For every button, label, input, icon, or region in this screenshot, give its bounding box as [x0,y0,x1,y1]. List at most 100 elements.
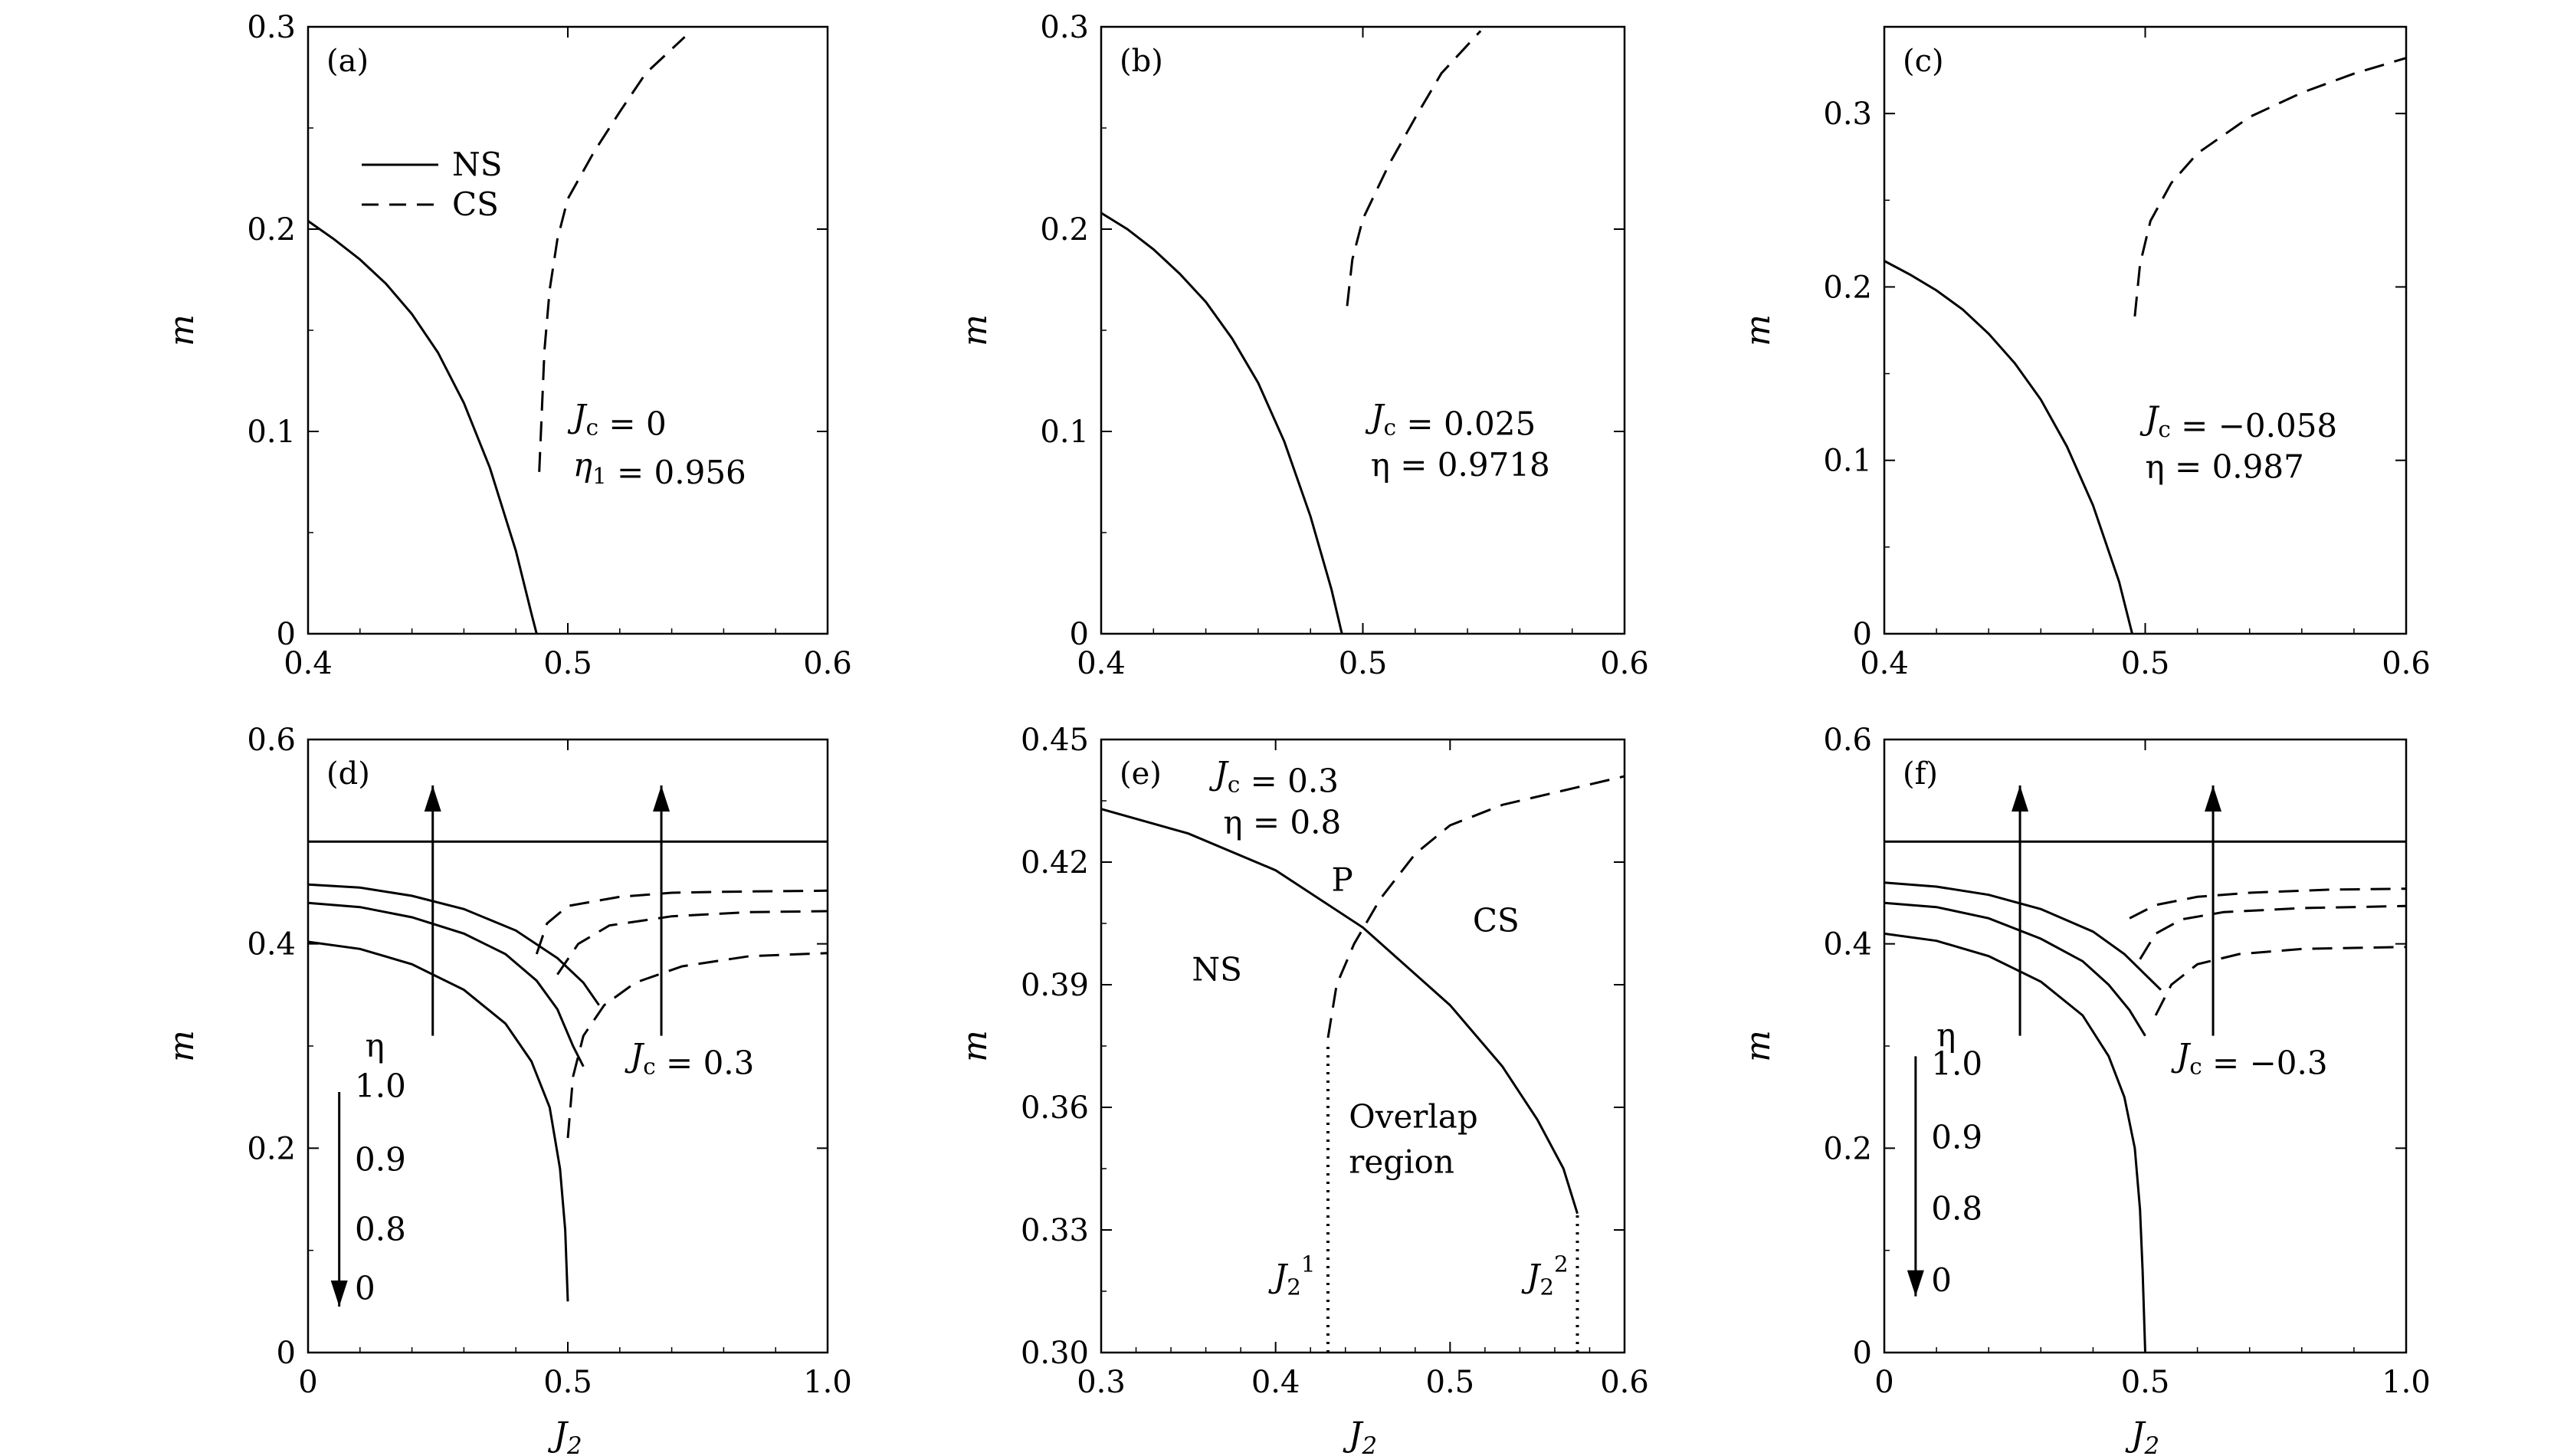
y-axis-label: m [956,1030,995,1062]
annotation: 1.0 [1931,1044,1982,1082]
series-line-dashed [535,889,828,955]
series-line-dashed [2154,946,2406,1016]
annotation: 1.0 [355,1067,406,1105]
series-line-solid [1884,901,2146,1037]
x-tick-label: 0.5 [1426,1365,1475,1400]
annotation: 0.9 [355,1141,406,1179]
annotation: CS [1473,902,1520,940]
x-tick-label: 0.6 [803,646,852,681]
annotation: 0.9 [1931,1118,1982,1156]
x-tick-label: 0.3 [1077,1365,1126,1400]
y-tick-label: 0.4 [1823,927,1872,962]
y-tick-label: 0.30 [1021,1336,1089,1371]
annotation: η = 0.8 [1223,804,1341,841]
y-tick-label: 0.1 [1823,444,1872,479]
series-line-dashed [566,952,828,1139]
arrow-2-head [330,1281,348,1307]
x-tick-label: 0.5 [2121,646,2170,681]
y-tick-label: 0.2 [1040,212,1089,248]
series-line-solid [1884,881,2162,991]
y-axis-label: m [162,1030,202,1062]
y-tick-label: 0.33 [1021,1213,1089,1248]
annotation: NS [1192,951,1242,989]
panel-label: (a) [326,44,369,79]
series-group [308,36,686,634]
y-tick-label: 0.2 [247,1131,296,1166]
legend-label: CS [452,185,499,223]
legend-label: NS [452,146,503,183]
y-tick-label: 0 [1853,617,1872,652]
y-tick-label: 0.1 [1040,415,1089,450]
y-tick-label: 0.3 [1040,10,1089,45]
y-tick-label: 0.45 [1021,723,1089,758]
y-tick-label: 0.3 [247,10,296,45]
x-axis-label: J2 [547,1415,582,1456]
y-tick-label: 0.6 [1823,723,1872,758]
series-group [1884,840,2406,1353]
annotation: Jc = 0.3 [1208,755,1339,800]
panel-label: (b) [1120,44,1163,79]
series-group [308,840,828,1302]
series-line-dashed [538,36,686,472]
arrow-0-head [424,785,441,812]
series-line-solid [1101,808,1579,1215]
series-line-solid [1884,932,2146,1353]
y-axis-label: m [162,314,202,346]
annotation: 0 [355,1270,375,1307]
series-line-dashed [2139,904,2406,960]
annotation: η1 = 0.956 [573,446,746,491]
series-line-solid [308,220,538,634]
panel-label: (f) [1903,756,1938,792]
panel-label: (d) [326,756,370,792]
y-tick-label: 0.42 [1021,845,1089,880]
x-tick-label: 0.6 [1600,646,1649,681]
y-tick-label: 0 [1070,617,1089,652]
y-tick-label: 0 [277,617,296,652]
annotation: η [1936,1016,1956,1054]
series-group [1101,30,1482,634]
y-tick-label: 0 [277,1336,296,1371]
annotation: η = 0.987 [2146,448,2304,485]
arrow-1-head [2205,785,2222,812]
x-tick-label: 0.4 [284,646,333,681]
annotation: J21 [1267,1251,1315,1300]
arrow-0-head [2012,785,2029,812]
series-line-solid [1884,260,2133,634]
panel-c: 0.4 0.5 0.6 0 0.1 0.2 0.3 m (c) Jc = −0.058 η = 0.… [1739,25,2431,681]
panel-label: (c) [1903,44,1944,79]
annotation: region [1349,1143,1454,1180]
series-group [1101,775,1625,1353]
x-tick-label: 0.4 [1251,1365,1300,1400]
series-line-dashed [2129,887,2406,920]
annotation: 0.8 [355,1210,406,1248]
series-line-solid [308,940,569,1302]
x-tick-label: 1.0 [2382,1365,2431,1400]
y-tick-label: 0.39 [1021,968,1089,1003]
x-tick-label: 0.6 [2382,646,2431,681]
y-tick-label: 0.2 [247,212,296,248]
panel-label: (e) [1120,756,1162,792]
x-tick-label: 0.4 [1077,646,1126,681]
y-axis-label: m [956,314,995,346]
annotation: J22 [1521,1251,1569,1300]
annotation: Jc = 0 [567,398,667,443]
y-axis-label: m [1739,1030,1778,1062]
series-line-dashed [1346,30,1482,307]
y-tick-label: 0.6 [247,723,296,758]
x-tick-label: 0.5 [2121,1365,2170,1400]
x-tick-label: 0.6 [1600,1365,1649,1400]
x-tick-label: 0.5 [1339,646,1388,681]
x-axis-label: J2 [1343,1415,1377,1456]
panel-e: 0.3 0.4 0.5 0.6 0.30 0.33 0.36 0.39 0.42 0.45 m J2 (… [956,723,1649,1456]
annotation: Jc = 0.025 [1365,398,1536,443]
y-tick-label: 0.3 [1823,97,1872,132]
annotation: Jc = 0.3 [624,1037,754,1082]
annotation: Jc = −0.058 [2139,399,2338,444]
x-tick-label: 1.0 [803,1365,852,1400]
x-tick-label: 0 [1874,1365,1893,1400]
annotation: η = 0.9718 [1371,446,1550,484]
